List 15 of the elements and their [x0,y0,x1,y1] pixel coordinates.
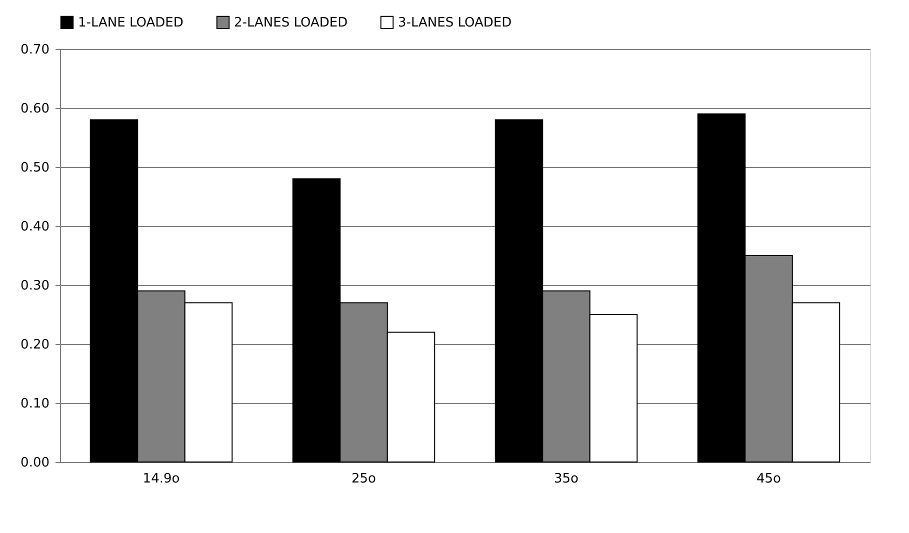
y-tick-label: 0.10 [20,396,50,412]
y-tick-label: 0.20 [20,338,50,352]
legend-label: 3-LANES LOADED [398,15,512,30]
y-tick-label: 0.70 [20,42,50,58]
legend-label: 1-LANE LOADED [78,15,184,30]
y-tick-label: 0.50 [20,160,50,176]
x-tick-label: 25o [352,472,376,486]
x-tick-label: 35o [554,472,579,486]
y-tick-label: 0.00 [20,456,50,470]
legend-label: 2-LANES LOADED [234,15,348,30]
y-tick-label: 0.40 [20,220,50,234]
y-tick-label: 0.30 [20,278,50,294]
x-tick-label: 14.9o [142,472,180,486]
x-tick-label: 45o [756,472,782,486]
y-tick-label: 0.60 [20,102,50,116]
